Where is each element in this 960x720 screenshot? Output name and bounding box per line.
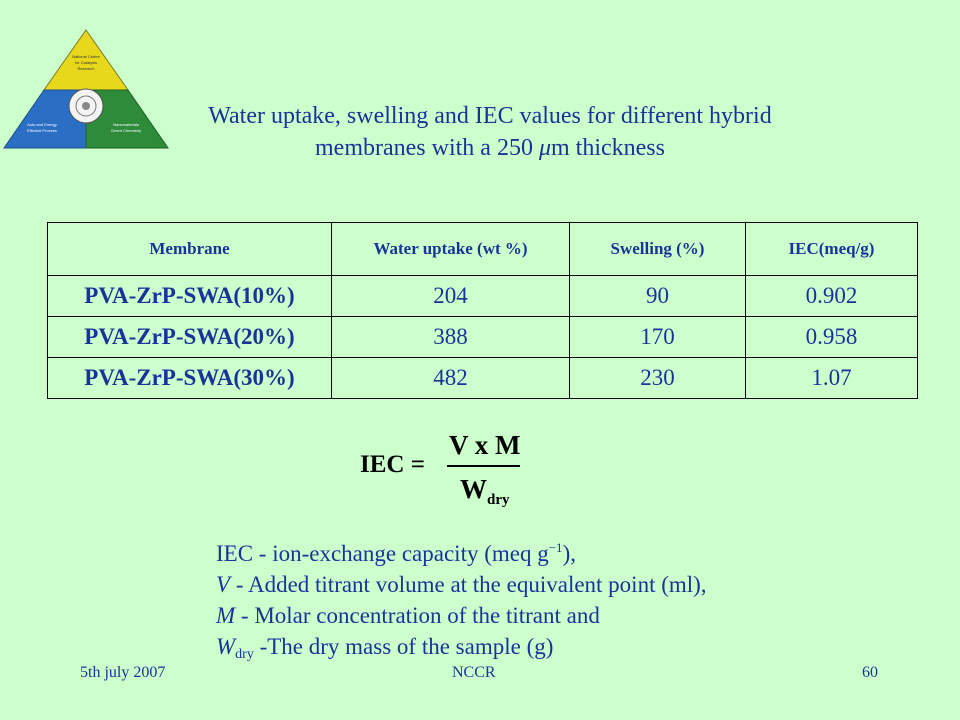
svg-text:Nanomaterials: Nanomaterials [113,122,139,127]
cell-iec: 1.07 [745,357,918,399]
title-line-2: membranes with a 250 μm thickness [315,135,665,161]
cell-swelling: 170 [569,316,746,358]
membrane-table: Membrane Water uptake (wt %) Swelling (%… [47,222,918,399]
page-number: 60 [862,664,878,681]
footer-center: NCCR [452,664,496,681]
svg-text:Efficient Process: Efficient Process [27,128,57,133]
cell-swelling: 90 [569,275,746,317]
formula-denominator: Wdry [460,474,510,508]
definition-iec: IEC - ion-exchange capacity (meq g−1), [216,540,576,566]
table-row: PVA-ZrP-SWA(20%) 388 170 0.958 [47,316,918,358]
svg-text:Research: Research [77,66,94,71]
cell-membrane: PVA-ZrP-SWA(10%) [47,275,332,317]
cell-water-uptake: 204 [331,275,570,317]
nccr-logo: National Centre for Catalysis Research A… [3,29,169,149]
table-header-row: Membrane Water uptake (wt %) Swelling (%… [47,222,918,276]
cell-iec: 0.958 [745,316,918,358]
fraction-bar [447,465,520,467]
definition-m: M - Molar concentration of the titrant a… [216,603,600,628]
header-swelling: Swelling (%) [569,222,746,276]
definition-v: V - Added titrant volume at the equivale… [216,572,707,597]
svg-text:National Centre: National Centre [72,54,101,59]
svg-text:for Catalysis: for Catalysis [75,60,97,65]
header-membrane: Membrane [47,222,332,276]
svg-text:Green Chemistry: Green Chemistry [111,128,141,133]
header-water-uptake: Water uptake (wt %) [331,222,570,276]
title-line-1: Water uptake, swelling and IEC values fo… [208,103,772,129]
slide-title: Water uptake, swelling and IEC values fo… [150,100,830,164]
cell-swelling: 230 [569,357,746,399]
svg-text:Auto and Energy: Auto and Energy [27,122,57,127]
table-row: PVA-ZrP-SWA(30%) 482 230 1.07 [47,357,918,399]
definition-w: Wdry -The dry mass of the sample (g) [216,634,554,662]
definitions: IEC - ion-exchange capacity (meq g−1), V… [216,538,707,662]
cell-membrane: PVA-ZrP-SWA(20%) [47,316,332,358]
cell-iec: 0.902 [745,275,918,317]
header-iec: IEC(meq/g) [745,222,918,276]
cell-water-uptake: 388 [331,316,570,358]
formula-lhs: IEC = [360,451,425,478]
table-row: PVA-ZrP-SWA(10%) 204 90 0.902 [47,275,918,317]
formula-numerator: V x M [449,430,521,460]
cell-water-uptake: 482 [331,357,570,399]
footer-date: 5th july 2007 [80,664,166,681]
cell-membrane: PVA-ZrP-SWA(30%) [47,357,332,399]
